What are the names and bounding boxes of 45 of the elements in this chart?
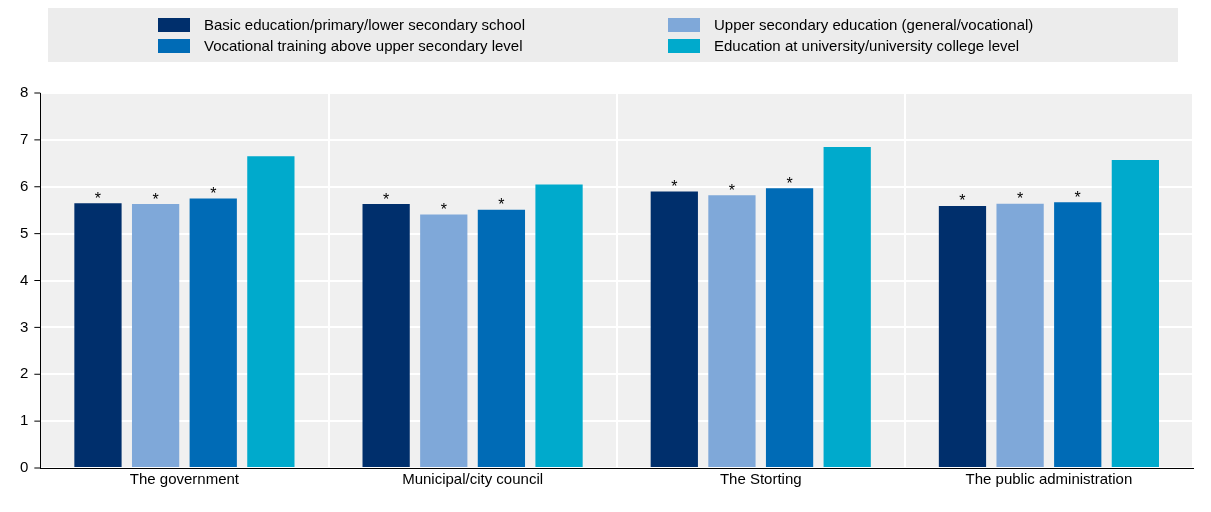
x-tick-label: The government: [129, 470, 240, 488]
bar: [1054, 202, 1102, 467]
data-label: *: [959, 192, 966, 210]
x-tick-label: The Storting: [719, 470, 802, 488]
bar: [362, 204, 410, 467]
y-tick-label: 7: [20, 130, 29, 148]
data-label: *: [728, 181, 736, 199]
data-label: *: [1074, 188, 1081, 206]
bar: [650, 191, 698, 467]
legend-label: Education at university/university college level: [714, 37, 1020, 54]
y-tick-label: 2: [20, 364, 29, 382]
y-tick-label: 4: [20, 270, 29, 288]
legend-label: Vocational training above upper secondary level: [204, 37, 523, 54]
legend-label: Upper secondary education (general/vocational): [714, 16, 1034, 33]
bar: [247, 156, 295, 467]
data-label: *: [786, 174, 793, 192]
y-tick-label: 8: [20, 83, 29, 101]
data-label: *: [671, 177, 678, 195]
y-tick-label: 1: [20, 411, 29, 429]
data-label: *: [94, 189, 102, 207]
bar: [477, 209, 526, 467]
data-label: *: [383, 190, 390, 208]
bar: [823, 146, 871, 467]
y-tick-label: 0: [20, 458, 29, 476]
data-label: *: [1016, 190, 1024, 208]
bar: [535, 184, 583, 467]
y-tick-label: 3: [20, 317, 29, 335]
bar: [938, 205, 987, 467]
bar: [1111, 160, 1159, 467]
bar: [189, 198, 237, 467]
legend-label: Basic education/primary/lower secondary school: [204, 16, 525, 33]
y-tick-label: 6: [20, 176, 29, 194]
bar: [420, 214, 468, 467]
x-tick-label: The public administration: [965, 470, 1133, 488]
y-tick-label: 5: [20, 223, 29, 241]
data-label: *: [440, 200, 447, 218]
data-label: *: [498, 196, 505, 214]
data-label: *: [152, 190, 159, 208]
bar: [765, 188, 814, 467]
data-label: *: [210, 184, 217, 202]
bar: [74, 203, 122, 467]
bar: [131, 204, 180, 467]
bar: [708, 195, 756, 467]
bar: [996, 203, 1044, 467]
x-tick-label: Municipal/city council: [402, 470, 544, 488]
